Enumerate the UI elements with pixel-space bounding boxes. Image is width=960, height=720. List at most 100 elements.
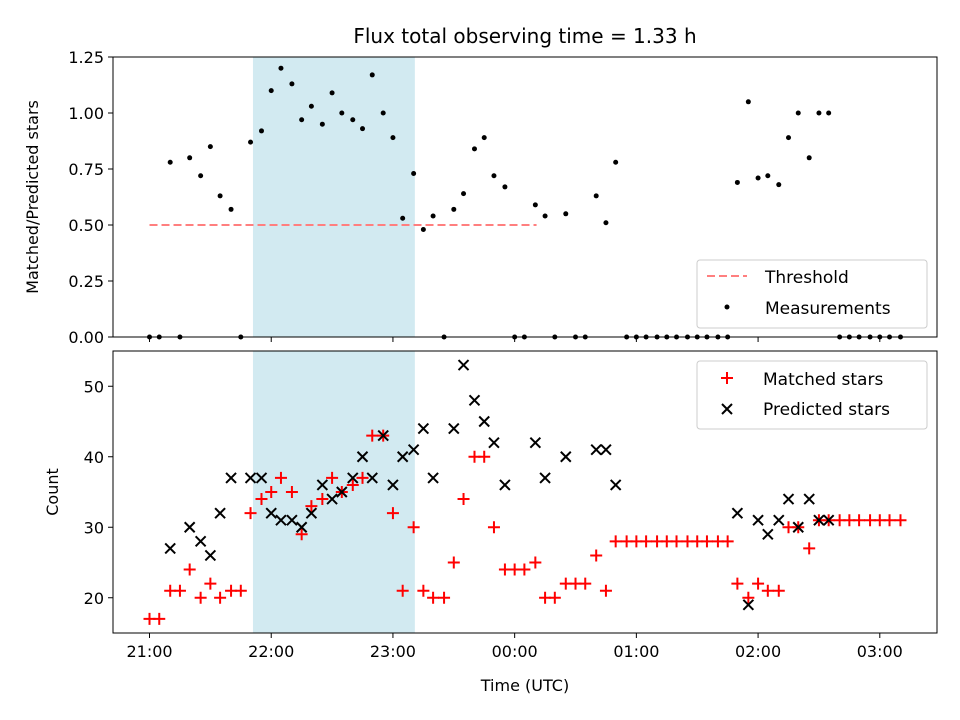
measurement-point (187, 155, 193, 161)
measurement-point (471, 146, 477, 152)
measurement-point (755, 175, 761, 181)
predicted-star-point (457, 359, 470, 371)
ratio-legend: Threshold Measurements (696, 259, 928, 329)
measurement-point (563, 211, 569, 217)
matched-star-point (700, 535, 713, 548)
measurement-point (390, 135, 396, 141)
measurement-point (613, 159, 619, 165)
matched-star-point (803, 542, 816, 555)
predicted-star-point (468, 394, 481, 407)
measurement-point (339, 110, 345, 116)
measurement-point (603, 220, 609, 226)
measurement-point (278, 65, 284, 71)
predicted-star-point (366, 472, 378, 484)
measurement-point (491, 173, 497, 179)
measurement-point (248, 139, 254, 145)
ratio-y-tick-label: 1.00 (68, 104, 104, 123)
predicted-star-point (265, 507, 277, 519)
count-y-tick-label: 30 (84, 518, 104, 537)
ratio-panel-frame (112, 56, 938, 338)
measurement-point (542, 213, 548, 219)
count-x-tick-label: 22:00 (248, 642, 294, 661)
predicted-star-point (396, 451, 409, 463)
predicted-star-point (356, 451, 369, 463)
matched-star-point (326, 471, 339, 484)
predicted-star-point (782, 493, 795, 505)
predicted-star-point (600, 443, 612, 456)
matched-star-point (742, 591, 755, 604)
predicted-star-point (286, 514, 298, 526)
count-y-tick-label: 50 (84, 377, 104, 396)
measurement-point (217, 193, 223, 199)
matched-star-point (548, 591, 561, 604)
matched-star-point (599, 584, 612, 597)
measurement-point (360, 126, 366, 132)
matched-star-point (478, 450, 491, 463)
count-x-tick-label: 01:00 (613, 642, 659, 661)
legend-measurements-label: Measurements (765, 299, 891, 319)
measurement-point (380, 110, 386, 116)
count-y-ticks: 20 30 40 50 (84, 377, 113, 608)
matched-star-point (579, 577, 592, 590)
count-x-tick-label: 00:00 (492, 642, 538, 661)
matched-star-point (346, 478, 359, 491)
measurement-point (167, 159, 173, 165)
ratio-panel: 0.00 0.25 0.50 0.75 1.00 1.25 Flux total obse… (23, 24, 938, 347)
measurement-point (461, 191, 467, 197)
matched-star-point (214, 591, 227, 604)
matched-star-point (194, 591, 207, 604)
predicted-star-point (499, 479, 511, 491)
ratio-y-ticks: 0.00 0.25 0.50 0.75 1.00 1.25 (68, 48, 113, 347)
matched-star-point (396, 584, 409, 597)
measurement-point (289, 81, 295, 87)
matched-star-point (316, 493, 329, 506)
predicted-star-point (590, 443, 602, 456)
measurement-point (816, 110, 822, 116)
count-legend-box (696, 360, 928, 430)
legend-threshold-label: Threshold (764, 268, 849, 288)
matched-star-point (670, 535, 683, 548)
matched-star-point (255, 493, 268, 506)
matched-star-point (609, 535, 622, 548)
matched-star-point (438, 591, 451, 604)
predicted-star-point (194, 535, 207, 548)
count-y-tick-label: 40 (84, 448, 104, 467)
matched-star-point (853, 514, 866, 527)
observing-time-span (252, 351, 415, 633)
predicted-star-point (407, 443, 420, 456)
matched-star-point (356, 471, 369, 484)
measurement-point (308, 103, 314, 109)
ratio-legend-box (696, 259, 928, 329)
measurement-point (430, 213, 436, 219)
measurement-point (765, 173, 771, 179)
predicted-star-point (204, 549, 217, 562)
count-panel: 20 30 40 50 21:00 22:00 23:00 00:00 01:00 02:00 0… (43, 350, 938, 695)
measurement-point (502, 184, 508, 190)
matched-star-point (894, 514, 907, 527)
matched-stars-points (143, 429, 907, 625)
measurement-point (411, 170, 417, 176)
predicted-star-point (803, 493, 815, 505)
predicted-star-point (762, 528, 774, 541)
measurement-point (198, 173, 204, 179)
measurement-point (776, 182, 782, 188)
predicted-star-point (326, 493, 338, 505)
measurement-point (745, 99, 751, 105)
measurement-point (258, 128, 264, 134)
matched-star-point (173, 584, 186, 597)
count-x-tick-label: 23:00 (370, 642, 416, 661)
matched-star-point (386, 507, 399, 520)
predicted-star-point (773, 514, 785, 526)
count-x-ticks: 21:00 22:00 23:00 00:00 01:00 02:00 03:00 (126, 633, 903, 661)
predicted-star-point (560, 451, 572, 463)
matched-star-point (153, 612, 166, 625)
measurement-point (350, 117, 356, 123)
count-y-axis-label: Count (43, 468, 62, 516)
matched-star-point (752, 577, 765, 590)
predicted-star-point (539, 472, 551, 484)
matched-star-point (274, 471, 287, 484)
matched-star-point (204, 577, 217, 590)
matched-star-point (285, 486, 298, 498)
ratio-y-tick-label: 1.25 (68, 48, 104, 67)
matched-star-point (772, 584, 785, 597)
